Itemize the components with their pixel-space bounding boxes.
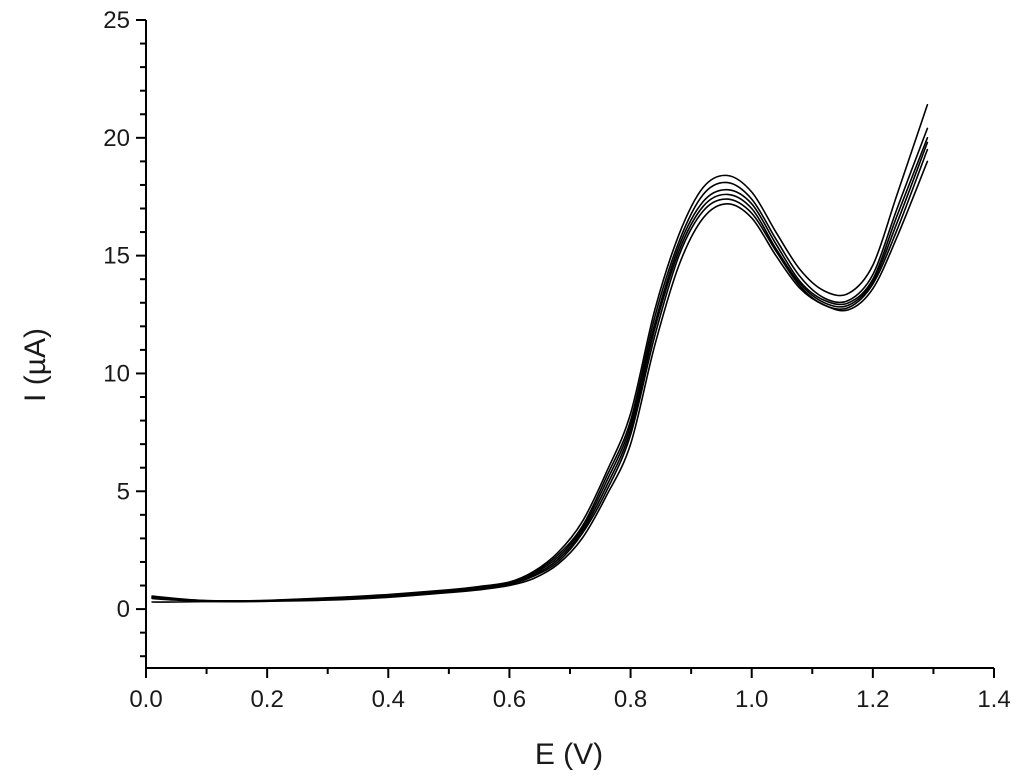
x-tick-label: 1.2 [856,686,889,713]
x-tick-label: 0.6 [493,686,526,713]
y-tick-label: 15 [103,243,130,270]
x-tick-label: 1.0 [735,686,768,713]
y-tick-label: 25 [103,7,130,34]
series-line-3 [151,141,929,603]
x-tick-label: 1.4 [977,686,1010,713]
x-axis-ticks: 0.0 0.2 0.4 0.6 0.8 1.0 1.2 1.4 [129,668,1011,713]
series-line-1 [151,160,929,603]
series-line-4 [151,137,929,603]
y-tick-label: 5 [117,478,130,505]
series-line-5 [151,127,929,602]
x-tick-label: 0.0 [129,686,162,713]
x-tick-label: 0.2 [250,686,283,713]
y-tick-label: 0 [117,596,130,623]
x-axis-title: E (V) [535,738,603,771]
x-tick-label: 0.8 [614,686,647,713]
series-group [151,104,929,603]
y-tick-label: 10 [103,360,130,387]
y-axis-ticks: 0 5 10 15 20 25 [103,7,146,658]
series-line-6 [151,104,929,602]
series-line-2 [151,148,929,603]
axes [145,20,994,669]
x-tick-label: 0.4 [372,686,405,713]
y-axis-title: I (µA) [19,328,52,402]
y-tick-label: 20 [103,125,130,152]
